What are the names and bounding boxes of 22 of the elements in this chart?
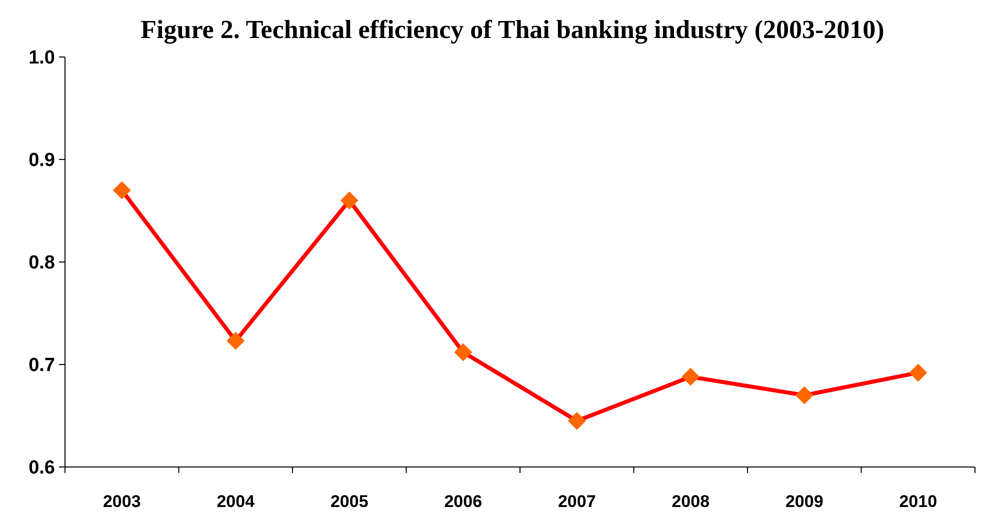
y-tick-label: 1.0 bbox=[28, 48, 55, 69]
x-tick-label: 2010 bbox=[899, 492, 938, 511]
x-tick-label: 2005 bbox=[330, 492, 368, 511]
point bbox=[909, 364, 928, 382]
x-tick-label: 2008 bbox=[672, 492, 710, 511]
x-tick-label: 2003 bbox=[102, 492, 141, 511]
x-tick-label: 2007 bbox=[558, 492, 596, 511]
x-tick-label: 2009 bbox=[785, 492, 824, 511]
point bbox=[112, 181, 131, 200]
x-tick-label: 2006 bbox=[444, 492, 482, 511]
y-tick-label: 0.8 bbox=[28, 252, 55, 274]
point bbox=[682, 368, 700, 386]
y-tick-label: 0.9 bbox=[28, 150, 55, 172]
y-tick-label: 0.6 bbox=[28, 458, 55, 479]
point bbox=[226, 332, 245, 350]
x-tick-label: 2004 bbox=[216, 492, 256, 511]
point bbox=[454, 343, 472, 362]
point bbox=[568, 412, 586, 430]
y-tick-label: 0.7 bbox=[28, 355, 55, 376]
point bbox=[340, 192, 358, 210]
point bbox=[795, 386, 814, 404]
chart-title: Figure 2. Technical efficiency of Thai banking industry (2003-2010) bbox=[140, 15, 884, 44]
